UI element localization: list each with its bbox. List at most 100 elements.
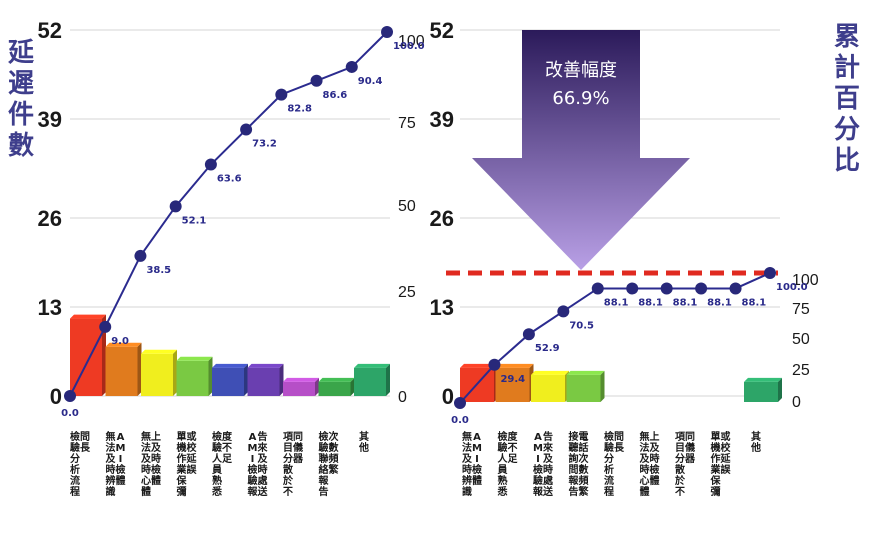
bar-side [350, 377, 355, 396]
category-label: 項目分散於不同儀器 [282, 431, 304, 498]
bar [531, 374, 565, 402]
y2-tick-label: 100 [792, 272, 819, 289]
cumulative-point [626, 282, 639, 295]
bar-side [137, 342, 142, 396]
y2-tick-label: 75 [398, 115, 416, 132]
cumulative-label: 100.0 [776, 282, 808, 293]
cumulative-label: 100.0 [393, 41, 425, 52]
category-label: 無法及時心體上及時檢體 [141, 430, 162, 498]
cumulative-label: 90.4 [358, 76, 383, 87]
y-tick-label: 26 [430, 206, 454, 231]
category-label: 檢驗人員熟悉度不足 [497, 430, 519, 498]
cumulative-point [310, 74, 323, 87]
bar [70, 318, 102, 396]
cumulative-point [454, 397, 466, 409]
cumulative-point [488, 358, 501, 371]
y-tick-label: 39 [430, 107, 454, 132]
cumulative-label: 88.1 [742, 297, 767, 308]
cumulative-label: 52.9 [535, 343, 560, 354]
cumulative-label: 88.1 [638, 297, 663, 308]
cumulative-label: 9.0 [111, 336, 129, 347]
y2-tick-label: 100 [398, 33, 425, 50]
cumulative-point [522, 328, 535, 341]
bar-side [173, 349, 177, 396]
bar [495, 367, 530, 402]
cumulative-line [69, 31, 388, 397]
bar [318, 381, 351, 396]
bar-top [247, 363, 284, 368]
bar [141, 353, 173, 396]
cumulative-label: 82.8 [287, 104, 312, 115]
y2-tick-label: 0 [398, 389, 407, 406]
bar-side [315, 377, 319, 396]
cumulative-label: 0.0 [61, 408, 79, 419]
bar-top [105, 342, 142, 347]
cumulative-point [275, 88, 288, 101]
category-label: 單機作業保彌或校延誤 [710, 430, 732, 498]
category-label: A M I 檢驗報告來及時處送 [248, 430, 269, 498]
cumulative-point [345, 60, 358, 73]
category-label: 無法及時辨識A M I 檢體 [106, 430, 126, 498]
cumulative-point [729, 282, 742, 295]
y2-tick-label: 25 [792, 362, 810, 379]
cumulative-label: 88.1 [604, 297, 629, 308]
category-label: 無法及時辨識A M I 檢體 [462, 430, 482, 498]
bar-side [386, 363, 390, 396]
bar-side [600, 370, 605, 402]
cumulative-label: 63.6 [217, 173, 242, 184]
bar-top [70, 314, 106, 319]
cumulative-label: 88.1 [673, 297, 698, 308]
cumulative-point [204, 158, 217, 171]
y2-tick-label: 25 [398, 284, 416, 301]
y2-tick-label: 75 [792, 301, 810, 318]
category-label: 檢驗分析流程問長 [604, 430, 625, 498]
bar-side [244, 363, 248, 396]
left-axis-title: 延遲件數 [7, 38, 34, 161]
cumulative-point [169, 200, 182, 213]
bar [354, 367, 386, 396]
bar-top [354, 363, 390, 368]
category-label: 項目分散於不同儀器 [674, 431, 696, 498]
cumulative-point [764, 267, 776, 279]
improvement-title: 改善幅度 [545, 60, 617, 81]
cumulative-label: 70.5 [569, 320, 594, 331]
cumulative-point [557, 305, 570, 318]
bar-top [566, 370, 605, 375]
bar-top [318, 377, 355, 382]
cumulative-label: 29.4 [500, 374, 525, 385]
bar-top [744, 377, 782, 382]
y-tick-label: 0 [442, 384, 454, 409]
category-label: 檢驗人員熟悉度不足 [211, 430, 233, 498]
cumulative-point [591, 282, 604, 295]
bar [212, 367, 244, 396]
category-label: A M I 檢驗報告來及時處送 [533, 430, 554, 498]
bar [176, 360, 209, 396]
category-label: 其他 [750, 430, 761, 454]
cumulative-line [459, 272, 771, 404]
cumulative-point [240, 123, 253, 136]
bar-side [778, 377, 782, 402]
bar-side [279, 363, 284, 396]
y-tick-label: 26 [38, 206, 62, 231]
cumulative-point [695, 282, 708, 295]
category-label: 無法及時心體上及時檢體 [640, 430, 661, 498]
category-label: 單機作業保彌或校延誤 [176, 430, 198, 498]
y-tick-label: 0 [50, 384, 62, 409]
cumulative-label: 0.0 [451, 415, 469, 426]
y-tick-label: 13 [430, 295, 454, 320]
category-label: 接聽詢問報告電話次數頻繁 [569, 430, 590, 498]
bar-top [212, 363, 248, 368]
bar-top [176, 356, 213, 361]
category-label: 檢驗分析流程問長 [70, 430, 91, 498]
category-label: 其他 [358, 430, 369, 454]
y-tick-label: 39 [38, 107, 62, 132]
bar [566, 374, 601, 402]
cumulative-point [134, 249, 147, 262]
improvement-arrow [472, 30, 690, 270]
category-label: 檢驗聯絡報告次數頻繁 [319, 430, 340, 498]
cumulative-point [64, 390, 76, 402]
y-tick-label: 52 [38, 18, 62, 43]
bar-top [531, 370, 569, 375]
